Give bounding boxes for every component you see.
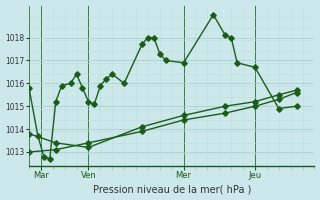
X-axis label: Pression niveau de la mer( hPa ): Pression niveau de la mer( hPa ) <box>92 184 251 194</box>
